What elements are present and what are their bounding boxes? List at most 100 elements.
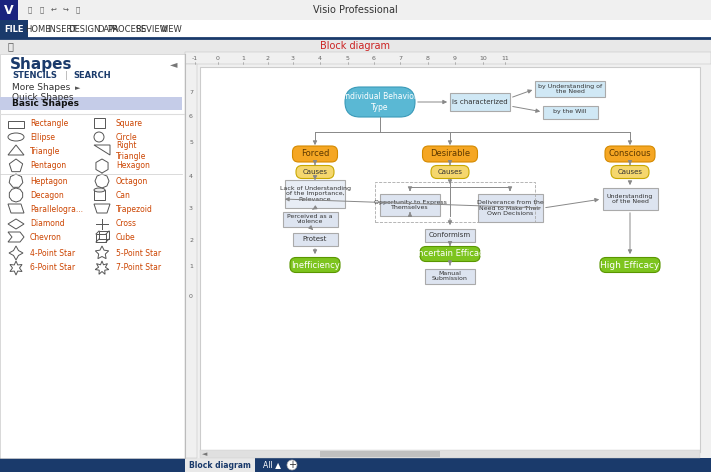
Text: Triangle: Triangle (30, 146, 60, 155)
Text: Conscious: Conscious (609, 150, 651, 159)
Text: Decagon: Decagon (30, 191, 64, 200)
Text: Uncertain Efficacy: Uncertain Efficacy (412, 250, 488, 259)
Text: Square: Square (116, 118, 143, 127)
Text: 1: 1 (241, 56, 245, 60)
Text: Ellipse: Ellipse (30, 133, 55, 142)
FancyBboxPatch shape (296, 166, 334, 178)
Text: Causes: Causes (617, 169, 643, 175)
Text: 5: 5 (189, 140, 193, 144)
Text: 11: 11 (501, 56, 509, 60)
Text: DESIGN: DESIGN (68, 25, 100, 34)
Text: 4: 4 (189, 175, 193, 179)
Text: Inefficiency: Inefficiency (291, 261, 339, 270)
FancyBboxPatch shape (425, 228, 475, 242)
Text: Manual
Submission: Manual Submission (432, 270, 468, 281)
Text: 4-Point Star: 4-Point Star (30, 248, 75, 258)
Text: 0: 0 (216, 56, 220, 60)
Text: PROCESS: PROCESS (107, 25, 146, 34)
Text: ↩: ↩ (51, 7, 57, 13)
Text: Trapezoid: Trapezoid (116, 204, 153, 213)
Text: Individual Behavior
Type: Individual Behavior Type (343, 93, 417, 112)
Text: Causes: Causes (302, 169, 328, 175)
Text: ⬛: ⬛ (28, 7, 32, 13)
Text: 1: 1 (189, 264, 193, 270)
FancyBboxPatch shape (185, 64, 197, 458)
Text: is characterized: is characterized (452, 99, 508, 105)
Text: Deliverance from the
Need to Make Their
Own Decisions: Deliverance from the Need to Make Their … (476, 200, 543, 216)
Text: 6-Point Star: 6-Point Star (30, 263, 75, 272)
Text: 6: 6 (372, 56, 376, 60)
Text: Lack of Understanding
of the Importance,
Relevance: Lack of Understanding of the Importance,… (279, 185, 351, 202)
Text: Shapes: Shapes (10, 57, 73, 71)
FancyBboxPatch shape (0, 97, 182, 110)
Text: 9: 9 (453, 56, 457, 60)
FancyBboxPatch shape (611, 166, 649, 178)
FancyBboxPatch shape (605, 146, 655, 162)
FancyBboxPatch shape (0, 54, 185, 458)
Text: 7: 7 (189, 90, 193, 94)
FancyBboxPatch shape (200, 67, 700, 452)
Text: 8: 8 (426, 56, 430, 60)
FancyBboxPatch shape (542, 106, 597, 118)
FancyBboxPatch shape (290, 258, 340, 272)
Text: Parallelogra...: Parallelogra... (30, 204, 83, 213)
Text: Rectangle: Rectangle (30, 118, 68, 127)
FancyBboxPatch shape (420, 246, 480, 261)
Text: Conformism: Conformism (429, 232, 471, 238)
Text: ◄: ◄ (170, 59, 178, 69)
Text: Circle: Circle (116, 133, 138, 142)
Text: V: V (4, 3, 14, 17)
Text: DATA: DATA (97, 25, 119, 34)
Text: ⬜: ⬜ (76, 7, 80, 13)
Text: REVIEW: REVIEW (136, 25, 169, 34)
FancyBboxPatch shape (0, 0, 711, 20)
Text: ►: ► (75, 85, 80, 91)
Text: Chevron: Chevron (30, 234, 62, 243)
Text: Cube: Cube (116, 234, 136, 243)
Text: High Efficacy: High Efficacy (600, 261, 660, 270)
Text: Cross: Cross (116, 219, 137, 228)
Text: |: | (65, 71, 68, 81)
Text: -1: -1 (192, 56, 198, 60)
Text: Block diagram: Block diagram (320, 41, 390, 51)
Text: Right
Triangle: Right Triangle (116, 141, 146, 160)
Text: 10: 10 (479, 56, 487, 60)
FancyBboxPatch shape (600, 258, 660, 272)
Text: Block diagram: Block diagram (189, 461, 251, 470)
Text: Desirable: Desirable (430, 150, 470, 159)
Text: SEARCH: SEARCH (73, 71, 111, 81)
Text: Can: Can (116, 191, 131, 200)
FancyBboxPatch shape (0, 20, 711, 38)
FancyBboxPatch shape (422, 146, 478, 162)
FancyBboxPatch shape (185, 52, 711, 64)
Text: ↪: ↪ (63, 7, 69, 13)
Text: +: + (288, 460, 296, 470)
Text: 2: 2 (266, 56, 270, 60)
FancyBboxPatch shape (320, 451, 440, 457)
Text: 3: 3 (189, 207, 193, 211)
Text: by Understanding of
the Need: by Understanding of the Need (538, 84, 602, 94)
Text: ◄: ◄ (203, 451, 208, 457)
Text: HOME: HOME (26, 25, 50, 34)
FancyBboxPatch shape (200, 450, 700, 458)
Text: All ▲: All ▲ (263, 461, 281, 470)
FancyBboxPatch shape (292, 233, 338, 245)
Text: 💾: 💾 (40, 7, 44, 13)
Text: Hexagon: Hexagon (116, 161, 150, 170)
Text: by the Will: by the Will (553, 110, 587, 115)
FancyBboxPatch shape (535, 81, 605, 97)
Text: 0: 0 (189, 294, 193, 298)
FancyBboxPatch shape (0, 38, 711, 54)
FancyBboxPatch shape (602, 188, 658, 210)
Text: Visio Professional: Visio Professional (313, 5, 397, 15)
Text: 3: 3 (291, 56, 295, 60)
FancyBboxPatch shape (292, 146, 338, 162)
Text: Protest: Protest (303, 236, 327, 242)
Text: STENCILS: STENCILS (12, 71, 57, 81)
Text: Causes: Causes (437, 169, 462, 175)
Text: 5-Point Star: 5-Point Star (116, 248, 161, 258)
Text: 4: 4 (318, 56, 322, 60)
Text: Opportunity to Express
Themselves: Opportunity to Express Themselves (373, 200, 447, 211)
Text: Pentagon: Pentagon (30, 161, 66, 170)
FancyBboxPatch shape (345, 87, 415, 117)
